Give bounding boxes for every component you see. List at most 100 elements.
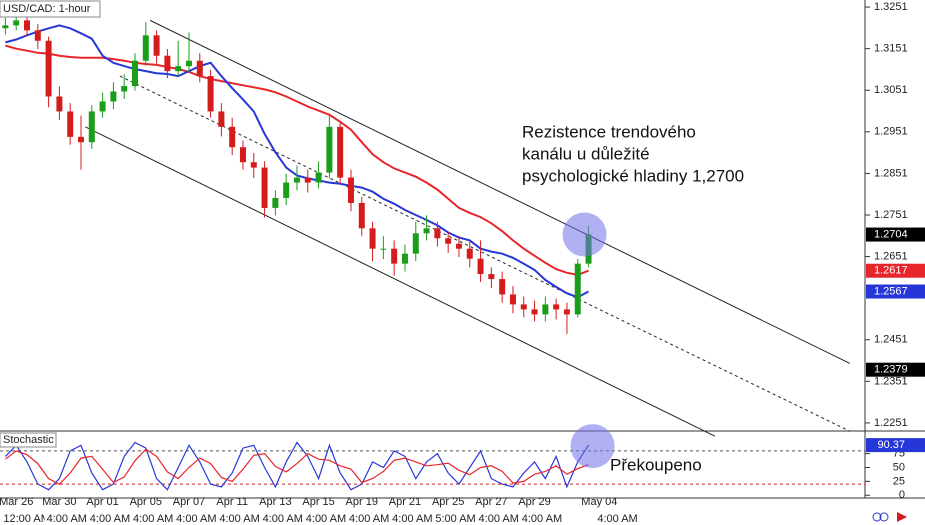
- y-tick-label: 1.2751: [874, 209, 908, 221]
- icon[interactable]: [872, 512, 882, 522]
- y-tick-label: 0: [899, 489, 905, 501]
- candle-body: [218, 111, 225, 127]
- annotation: kanálu u důležité: [522, 144, 650, 163]
- x-tick-label: Apr 05: [130, 496, 162, 508]
- candle-body: [261, 167, 268, 208]
- candle-body: [553, 304, 560, 310]
- x-tick-label: Apr 29: [518, 496, 550, 508]
- title-bg: [0, 432, 57, 448]
- x-time-bg: [433, 511, 482, 525]
- candle-body: [99, 101, 106, 112]
- price-marker: [866, 362, 925, 377]
- moving-average: [5, 44, 589, 276]
- y-tick-label: 1.2451: [874, 334, 908, 346]
- candle-body: [175, 66, 182, 72]
- trend-line: [149, 19, 851, 364]
- candle-body: [499, 279, 506, 295]
- x-time-bg: [595, 511, 644, 525]
- x-tick-label: Apr 27: [475, 496, 507, 508]
- x-time-label: 4:00 AM: [392, 513, 432, 525]
- x-time-label: 4:00 AM: [479, 513, 519, 525]
- candle-body: [466, 248, 473, 259]
- icon[interactable]: [879, 512, 889, 522]
- x-time-label: 4:00 AM: [522, 513, 562, 525]
- title-bg: [0, 0, 101, 18]
- x-tick-label: Apr 13: [259, 496, 291, 508]
- candle-body: [423, 228, 430, 234]
- candle-body: [347, 177, 354, 203]
- candle-body: [121, 86, 128, 92]
- price-marker-label: 90.37: [877, 439, 905, 451]
- x-tick-label: Apr 19: [346, 496, 378, 508]
- price-marker: [866, 227, 925, 242]
- y-tick-label: 1.3151: [874, 43, 908, 55]
- y-tick-label: 1.2951: [874, 126, 908, 138]
- candle-body: [401, 253, 408, 264]
- x-time-label: 4:00 AM: [47, 513, 87, 525]
- x-time-label: 5:00 AM: [435, 513, 475, 525]
- annotation: psychologické hladiny 1,2700: [522, 166, 744, 185]
- candle-body: [488, 274, 495, 280]
- candle-body: [142, 35, 149, 61]
- price-marker-label: 1.2704: [874, 228, 908, 240]
- candle-body: [391, 248, 398, 264]
- x-tick-label: Apr 07: [173, 496, 205, 508]
- candle-body: [13, 20, 20, 26]
- x-time-bg: [519, 511, 568, 525]
- price-marker: [866, 284, 925, 299]
- x-time-bg: [87, 511, 136, 525]
- x-time-label: 4:00 AM: [263, 513, 303, 525]
- candle-body: [283, 182, 290, 198]
- x-time-bg: [174, 511, 223, 525]
- x-time-bg: [260, 511, 309, 525]
- candle-body: [250, 162, 257, 168]
- candle-body: [67, 111, 74, 137]
- candle-body: [110, 91, 117, 102]
- stochastic-line: [4, 441, 590, 491]
- x-time-label: 4:00 AM: [306, 513, 346, 525]
- x-time-bg: [44, 511, 93, 525]
- y-tick-label: 1.2651: [874, 250, 908, 262]
- x-time-bg: [346, 511, 395, 525]
- price-marker: [866, 438, 925, 453]
- icon[interactable]: [897, 512, 907, 522]
- candle-body: [315, 172, 322, 183]
- price-marker: [866, 263, 925, 278]
- candle-body: [239, 147, 246, 163]
- candle-body: [2, 25, 9, 29]
- highlight: [570, 424, 615, 469]
- y-tick-label: 1.2251: [874, 417, 908, 429]
- x-tick-label: May 04: [581, 496, 617, 508]
- toolbar-icons[interactable]: [872, 512, 907, 522]
- x-time-label: 4:00 AM: [349, 513, 389, 525]
- x-time-bg: [1, 511, 50, 525]
- x-time-bg: [390, 511, 439, 525]
- candle-body: [185, 60, 192, 67]
- x-time-label: 4:00 AM: [219, 513, 259, 525]
- chart-title: USD/CAD: 1-hour: [3, 3, 91, 15]
- candle-body: [563, 309, 570, 315]
- candle-body: [164, 55, 171, 72]
- candle-body: [131, 60, 138, 87]
- trend-line: [85, 126, 716, 437]
- candle-body: [293, 177, 300, 183]
- x-tick-label: Apr 15: [302, 496, 334, 508]
- candle-body: [153, 35, 160, 56]
- y-tick-label: 1.2351: [874, 375, 908, 387]
- x-time-label: 4:00 AM: [176, 513, 216, 525]
- candle-body: [369, 228, 376, 249]
- y-tick-label: 1.3251: [874, 1, 908, 13]
- candle-body: [574, 263, 581, 315]
- x-time-bg: [303, 511, 352, 525]
- highlight: [562, 212, 607, 257]
- stochastic-line: [5, 448, 589, 485]
- candle-body: [23, 20, 30, 31]
- candle-body: [196, 60, 203, 77]
- candle-body: [477, 258, 484, 275]
- candle-body: [56, 96, 63, 112]
- candle-body: [34, 30, 41, 41]
- candle-body: [304, 177, 311, 183]
